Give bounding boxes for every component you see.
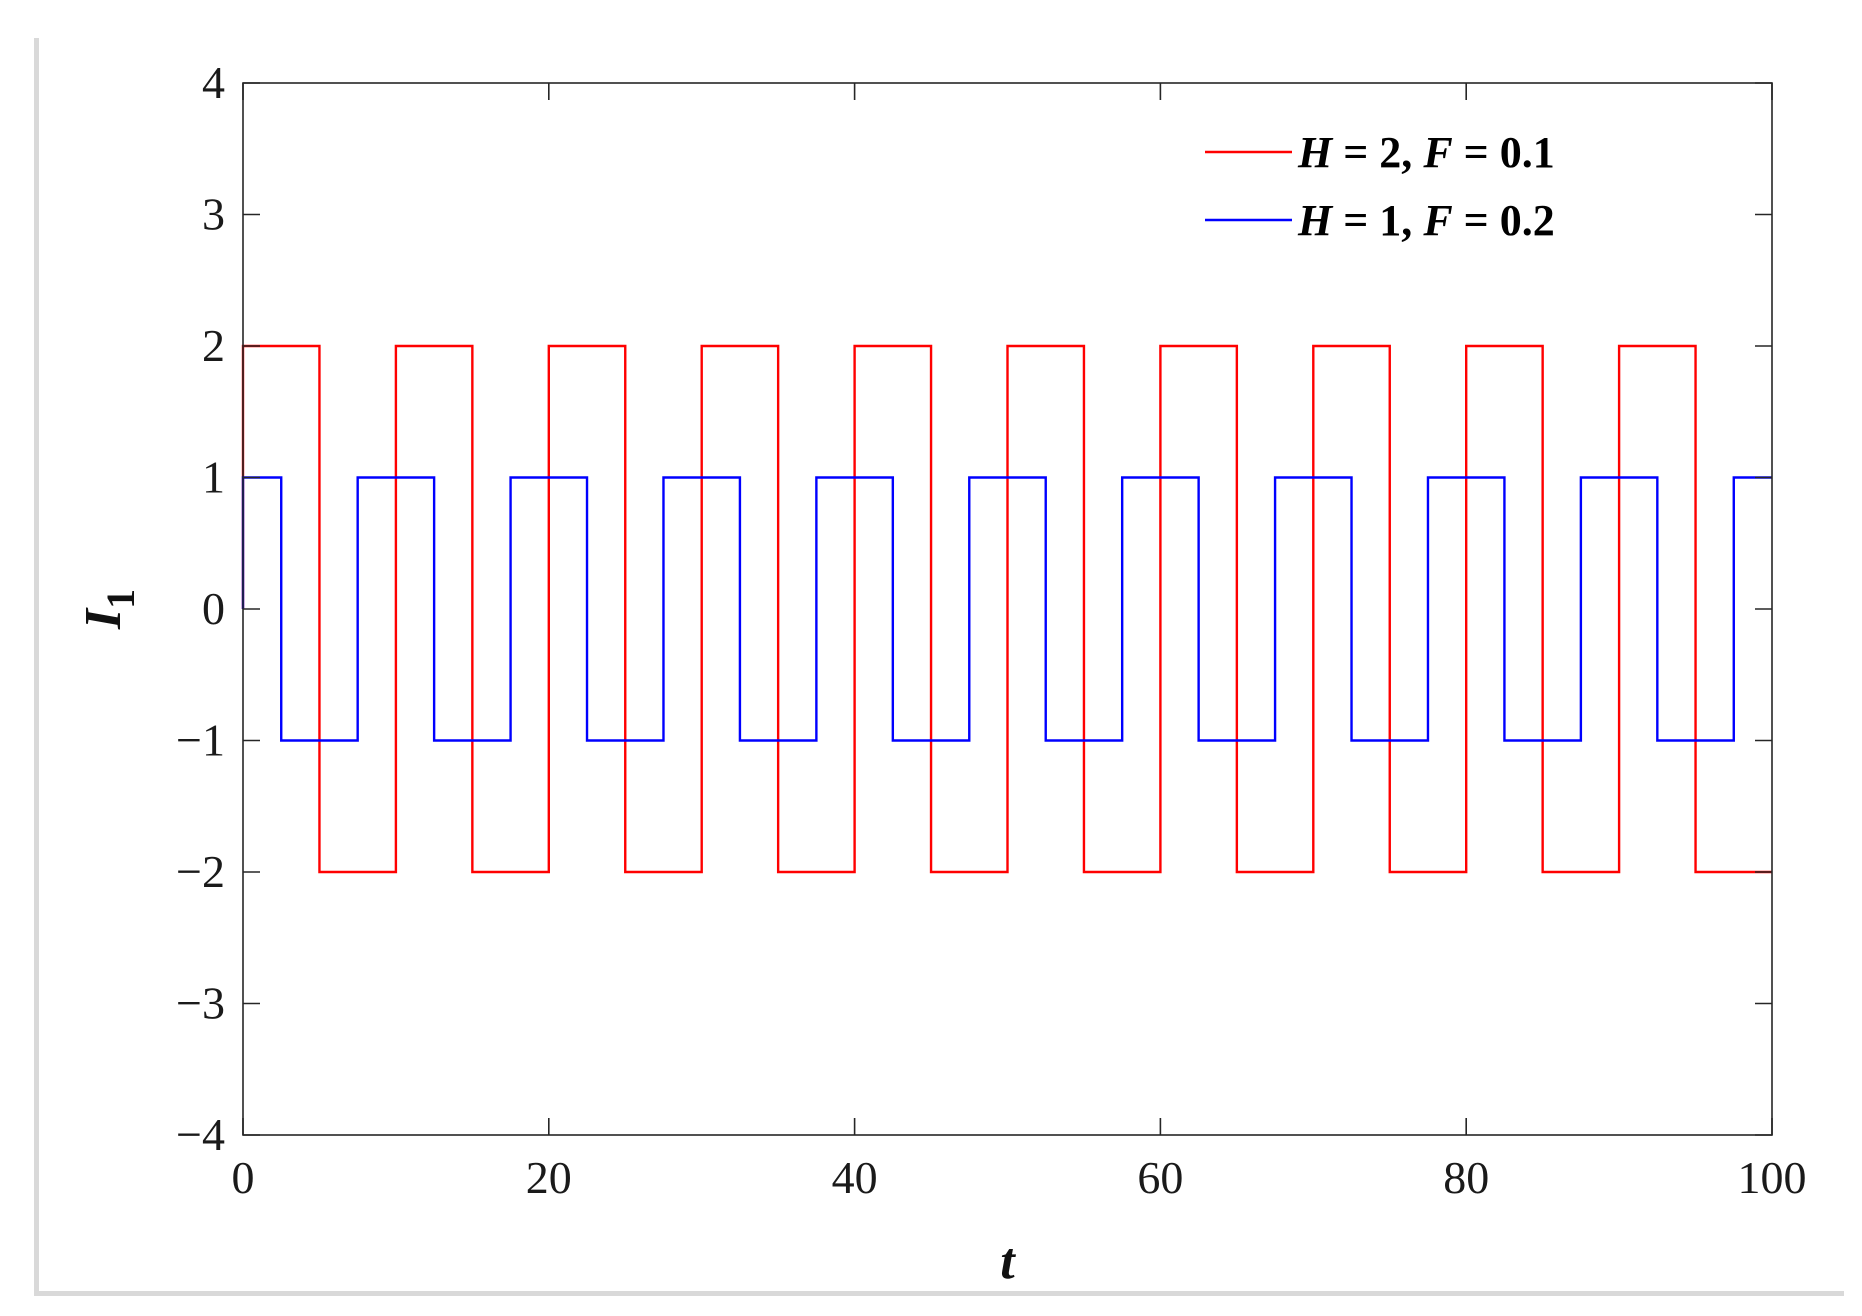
legend: H = 2, F = 0.1H = 1, F = 0.2: [1205, 128, 1555, 245]
y-tick-label: 4: [202, 57, 225, 108]
x-tick-label: 100: [1738, 1152, 1807, 1203]
x-tick-label: 40: [832, 1152, 878, 1203]
y-axis-label-subscript: 1: [98, 589, 143, 609]
y-axis-label-main: I: [75, 607, 132, 630]
y-tick-label: −3: [176, 978, 225, 1029]
x-axis-label: t: [1000, 1233, 1016, 1290]
figure-frame-bottom: [34, 1291, 1844, 1296]
y-tick-label: 1: [202, 452, 225, 503]
y-tick-label: 0: [202, 583, 225, 634]
legend-label-part: = 0.1: [1453, 128, 1555, 177]
series-layer: [241, 344, 1772, 874]
x-tick-label: 20: [526, 1152, 572, 1203]
legend-label-part: H: [1297, 128, 1334, 177]
series-line-1: [241, 344, 1772, 874]
legend-label-part: F: [1422, 128, 1452, 177]
x-tick-label: 60: [1137, 1152, 1183, 1203]
y-tick-label: 3: [202, 189, 225, 240]
legend-label-2: H = 1, F = 0.2: [1297, 196, 1555, 245]
y-tick-label: 2: [202, 320, 225, 371]
legend-label-part: = 1,: [1332, 196, 1423, 245]
series-line-2: [241, 476, 1772, 742]
legend-label-part: = 2,: [1332, 128, 1423, 177]
legend-label-part: F: [1422, 196, 1452, 245]
x-tick-label: 0: [232, 1152, 255, 1203]
x-tick-label: 80: [1443, 1152, 1489, 1203]
y-tick-label: −2: [176, 846, 225, 897]
y-tick-label: −4: [176, 1109, 225, 1160]
legend-label-1: H = 2, F = 0.1: [1297, 128, 1555, 177]
figure-frame-left: [34, 38, 39, 1296]
y-axis-label: I1: [75, 589, 143, 630]
legend-label-part: H: [1297, 196, 1334, 245]
legend-label-part: = 0.2: [1453, 196, 1555, 245]
y-tick-label: −1: [176, 715, 225, 766]
ticks-layer: [242, 82, 1773, 1136]
